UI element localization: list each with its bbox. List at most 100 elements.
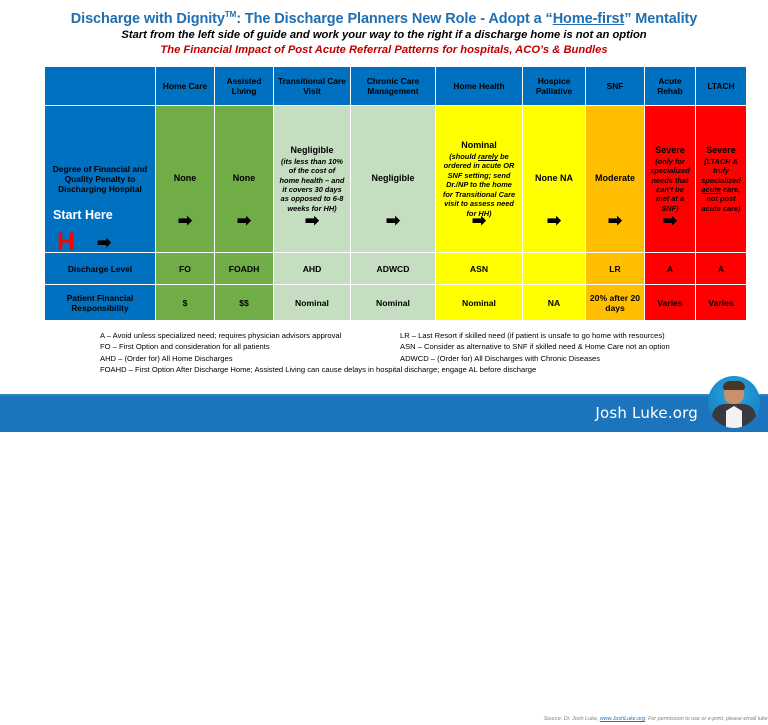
flow-arrow-icon: ➡ [177,211,193,230]
flow-arrow-icon: ➡ [236,211,252,230]
legend-item-a: A – Avoid unless specialized need; requi… [100,331,342,340]
column-header-home-care: Home Care [156,67,214,105]
row-label-degree-penalty: Degree of Financial and Quality Penalty … [45,106,155,256]
cell-value: Severe [655,144,685,155]
cell-note-pre: (should [449,152,478,162]
discharge-matrix-table: Home Care Assisted Living Transitional C… [44,66,747,321]
cell-value: Severe [706,144,736,155]
subtitle-financial-impact: The Financial Impact of Post Acute Refer… [160,43,608,56]
avatar [708,376,760,428]
table-header-row: Home Care Assisted Living Transitional C… [45,67,746,105]
title-home-first: Home-first [552,10,625,27]
subtitle-instruction: Start from the left side of guide and wo… [121,28,647,41]
cell-dl-home-health: ASN [436,253,522,284]
flow-arrow-icon: ➡ [304,211,320,230]
flow-arrow-icon: ➡ [662,211,678,230]
flow-arrow-icon: ➡ [607,211,623,230]
title-main-mid: : The Discharge Planners New Role - Adop… [236,10,553,27]
hospital-h-icon: H [57,228,76,256]
flow-arrow-icon: ➡ [471,211,487,230]
cell-dl-chronic-care-management: ADWCD [351,253,435,284]
title-block: Discharge with DignityTM: The Discharge … [0,6,768,58]
column-header-ltach: LTACH [696,67,746,105]
column-header-home-health: Home Health [436,67,522,105]
cell-degree-assisted-living: None ➡ [215,106,273,252]
cell-dl-home-care: FO [156,253,214,284]
legend-item-fo: FO – First Option and consideration for … [100,342,270,352]
cell-degree-home-care: None ➡ [156,106,214,252]
page-title: Discharge with DignityTM: The Discharge … [0,6,768,28]
legend-item-foahd: FOAHD – First Option After Discharge Hom… [100,365,537,375]
column-header-snf: SNF [586,67,644,105]
cell-value: Negligible [290,144,334,155]
avatar-shirt [726,406,742,428]
cell-dl-assisted-living: FOADH [215,253,273,284]
footer-divider [0,394,768,396]
cell-pf-home-health: Nominal [436,285,522,320]
cell-degree-hospice-palliative: None NA ➡ [523,106,585,252]
cell-note-emphasis: acute [701,185,721,194]
cell-value: Moderate [594,173,635,183]
footer-bar: Josh Luke.org [0,376,768,432]
cell-pf-chronic-care-management: Nominal [351,285,435,320]
footer-brand: Josh Luke.org [595,404,698,422]
cell-degree-home-health: Nominal (should rarely be ordered in acu… [436,106,522,252]
flow-arrow-icon: ➡ [97,233,112,252]
cell-note-pre: (LTACH & truly specialized [701,156,741,185]
cell-pf-hospice-palliative: NA [523,285,585,320]
cell-note-post: care, not post acute care) [701,185,741,213]
legend-row: FO – First Option and consideration for … [100,341,760,352]
flow-arrow-icon: ➡ [546,211,562,230]
cell-dl-transitional-care-visit: AHD [274,253,350,284]
cell-value: None [232,173,256,183]
cell-note: (LTACH & truly specialized acute care, n… [696,157,746,213]
legend-row: A – Avoid unless specialized need; requi… [100,330,760,341]
table-row-discharge-level: Discharge Level FO FOADH AHD ADWCD ASN L… [45,253,746,284]
column-header-acute-rehab: Acute Rehab [645,67,695,105]
row-label-discharge-level: Discharge Level [45,253,155,284]
cell-pf-assisted-living: $$ [215,285,273,320]
table-row-patient-financial: Patient Financial Responsibility $ $$ No… [45,285,746,320]
start-here-label: Start Here [53,208,113,222]
cell-note: (its less than 10% of the cost of home h… [279,156,345,213]
flow-arrow-icon: ➡ [385,211,401,230]
row-label-patient-financial: Patient Financial Responsibility [45,285,155,320]
cell-note-post: be ordered in acute OR SNF setting; send… [442,152,516,218]
title-main-post: ” Mentality [624,10,698,27]
cell-value: None [173,173,197,183]
cell-pf-snf: 20% after 20 days [586,285,644,320]
legend-row: FOAHD – First Option After Discharge Hom… [100,364,760,375]
table-row-degree-penalty: Degree of Financial and Quality Penalty … [45,106,746,256]
legend-item-asn: ASN – Consider as alternative to SNF if … [400,342,670,352]
cell-degree-acute-rehab: Severe (only for specialized needs that … [645,106,695,252]
cell-pf-ltach: Varies [696,285,746,320]
cell-pf-acute-rehab: Varies [645,285,695,320]
cell-value: Negligible [371,173,415,183]
legend-item-ahd: AHD – (Order for) All Home Discharges [100,353,233,363]
cell-degree-ltach: Severe (LTACH & truly specialized acute … [696,106,746,252]
cell-note: (only for specialized needs that can't b… [650,156,690,213]
cell-pf-transitional-care-visit: Nominal [274,285,350,320]
cell-pf-home-care: $ [156,285,214,320]
legend-block: A – Avoid unless specialized need; requi… [100,330,768,722]
cell-degree-transitional-care-visit: Negligible (its less than 10% of the cos… [274,106,350,252]
row-label-degree-text: Degree of Financial and Quality Penalty … [52,164,148,194]
cell-value: Nominal [461,140,497,151]
source-pre: Source: Dr. Josh Luke, [543,716,600,722]
legend-item-lr: LR – Last Resort if skilled need (if pat… [400,331,665,340]
cell-dl-ltach: A [696,253,746,284]
trademark-symbol: TM [224,10,237,19]
cell-value: None NA [535,173,573,183]
column-header-chronic-care-management: Chronic Care Management [351,67,435,105]
avatar-hair [723,381,745,390]
legend-row: AHD – (Order for) All Home Discharges AD… [100,353,760,364]
cell-note: (should rarely be ordered in acute OR SN… [436,152,522,218]
column-header-hospice-palliative: Hospice Palliative [523,67,585,105]
source-post: . For permission to use or e-print, plea… [645,716,768,722]
column-header-transitional-care-visit: Transitional Care Visit [274,67,350,105]
header-corner-blank [45,67,155,105]
column-header-assisted-living: Assisted Living [215,67,273,105]
source-attribution: Source: Dr. Josh Luke, www.JoshLuke.org.… [100,714,768,725]
cell-degree-chronic-care-management: Negligible ➡ [351,106,435,252]
source-link[interactable]: www.JoshLuke.org [599,716,646,722]
